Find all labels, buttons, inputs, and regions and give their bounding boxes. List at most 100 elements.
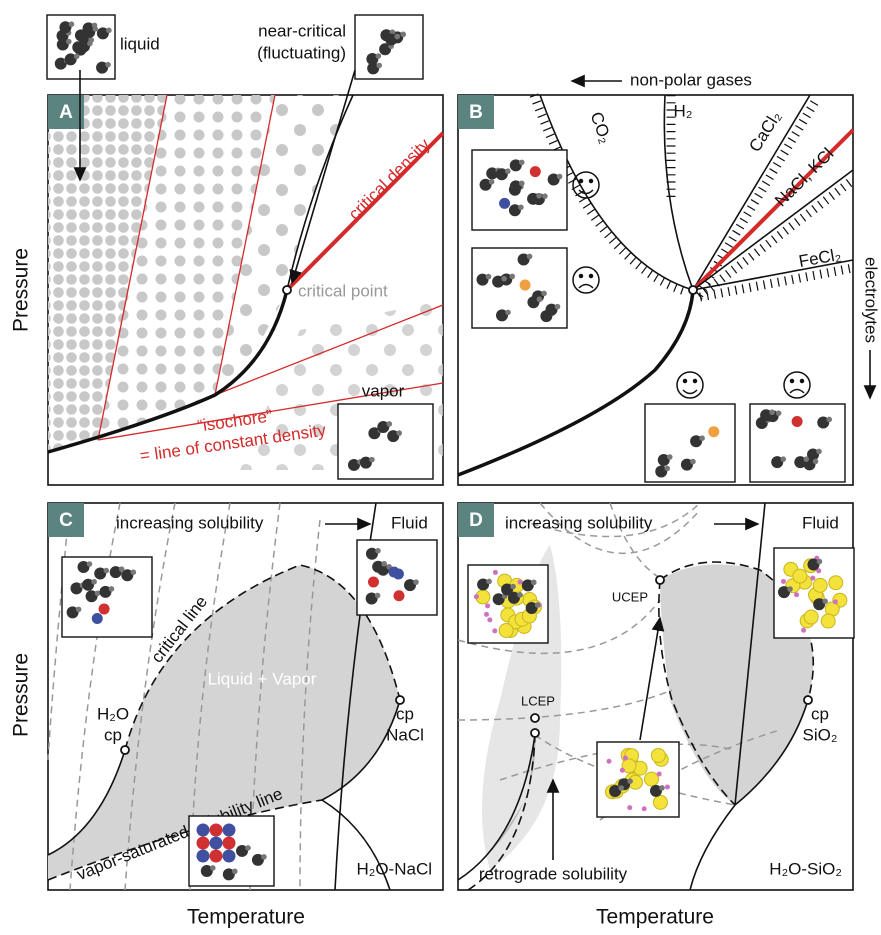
- ion: [92, 613, 103, 624]
- label: Liquid + Vapor: [208, 669, 317, 688]
- panel-c: C increasing solubility Fluid critical l…: [48, 503, 443, 890]
- water-h: [119, 566, 125, 572]
- water-h: [531, 580, 537, 586]
- water-h: [535, 602, 541, 608]
- label: SiO₂: [803, 725, 838, 744]
- curve-label: H₂: [674, 101, 693, 120]
- label: liquid: [120, 34, 160, 53]
- shape: [684, 380, 687, 383]
- silica: [793, 569, 807, 583]
- water-h: [541, 291, 547, 297]
- ion: [530, 166, 541, 177]
- water-h: [91, 579, 97, 585]
- ion: [210, 837, 223, 850]
- water-h: [375, 593, 381, 599]
- oxygen: [623, 756, 628, 761]
- label: Fluid: [802, 513, 839, 532]
- label: critical density: [345, 134, 434, 223]
- water-h: [375, 548, 381, 554]
- water-h: [245, 845, 251, 851]
- water-h: [76, 607, 82, 613]
- ion: [223, 824, 236, 837]
- label: near-critical: [258, 21, 346, 40]
- water-h: [232, 869, 238, 875]
- water-h: [87, 41, 93, 47]
- water-h: [803, 456, 809, 462]
- water-h: [557, 174, 563, 180]
- water-h: [627, 778, 633, 784]
- oxygen: [487, 617, 492, 622]
- cp-marker: [396, 696, 404, 704]
- silica: [653, 795, 667, 809]
- silica: [821, 614, 835, 628]
- water-h: [510, 584, 516, 590]
- shape: [590, 275, 593, 278]
- oxygen: [627, 805, 632, 810]
- figure: A liquid near-critical (fluctuating) cri…: [0, 0, 881, 935]
- ion: [99, 603, 110, 614]
- water-h: [74, 54, 80, 60]
- shape: [573, 267, 599, 293]
- shape: [784, 372, 810, 398]
- water-h: [489, 179, 495, 185]
- silica: [813, 578, 827, 592]
- lcep-marker: [531, 729, 539, 737]
- water-h: [103, 568, 109, 574]
- ion: [368, 577, 379, 588]
- oxygen: [474, 594, 479, 599]
- shape: [694, 380, 697, 383]
- shape: [580, 180, 583, 183]
- oxygen: [794, 592, 799, 597]
- silica: [499, 623, 513, 637]
- label: H₂O: [97, 704, 129, 723]
- axis-label: Temperature: [596, 906, 714, 929]
- water-h: [826, 417, 832, 423]
- ion: [393, 568, 404, 579]
- oxygen: [657, 771, 662, 776]
- water-h: [131, 569, 137, 575]
- water-h: [109, 586, 115, 592]
- silica: [804, 610, 818, 624]
- shape: [590, 180, 593, 183]
- label: critical point: [298, 281, 388, 300]
- ion: [223, 837, 236, 850]
- oxygen: [485, 603, 490, 608]
- water-h: [396, 430, 402, 436]
- ion: [223, 850, 236, 863]
- water-h: [92, 26, 98, 32]
- water-h: [69, 21, 75, 27]
- water-h: [505, 310, 511, 316]
- water-h: [527, 254, 533, 260]
- oxygen: [801, 628, 806, 633]
- label: cp: [811, 704, 829, 723]
- ion: [210, 850, 223, 863]
- panel-d: D increasing solubility Fluid UCEP LCEP …: [458, 503, 854, 890]
- water-h: [519, 160, 525, 166]
- label: vapor: [362, 381, 405, 400]
- shape: [790, 390, 804, 394]
- oxygen: [833, 599, 838, 604]
- water-h: [387, 421, 393, 427]
- water-h: [394, 34, 400, 40]
- water-h: [87, 561, 93, 567]
- shape: [683, 390, 697, 394]
- silica: [651, 748, 665, 762]
- label: electrolytes: [862, 257, 881, 343]
- label: cp: [396, 704, 414, 723]
- ion: [499, 198, 510, 209]
- water-h: [501, 276, 507, 282]
- label: LCEP: [521, 693, 555, 708]
- label: cp: [104, 725, 122, 744]
- water-h: [664, 466, 670, 472]
- label: Fluid: [391, 513, 428, 532]
- ion: [792, 416, 803, 427]
- shape: [580, 275, 583, 278]
- ion: [210, 824, 223, 837]
- shape: [579, 285, 593, 289]
- label: increasing solubility: [116, 513, 264, 532]
- water-h: [517, 592, 523, 598]
- water-h: [509, 274, 515, 280]
- ion: [520, 280, 531, 291]
- label: retrograde solubility: [479, 864, 628, 883]
- label: increasing solubility: [505, 513, 653, 532]
